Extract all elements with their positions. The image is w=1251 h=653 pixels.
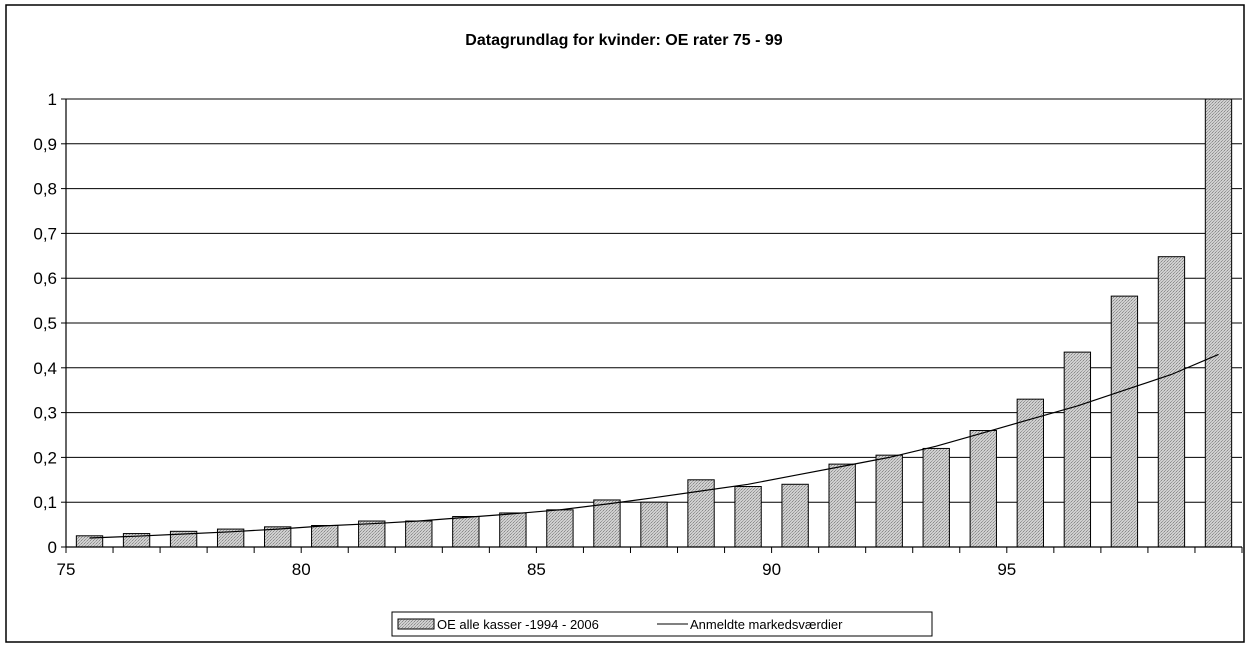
y-tick-label: 0,7 (33, 224, 57, 243)
x-tick-label: 95 (997, 560, 1016, 579)
line-series (89, 353, 1219, 539)
bar (781, 483, 809, 548)
bar (593, 499, 621, 548)
bar (1204, 98, 1233, 548)
x-tick-label: 75 (57, 560, 76, 579)
bar (311, 524, 339, 548)
bar (1110, 295, 1139, 548)
axes (65, 99, 1242, 548)
bar (640, 501, 668, 548)
legend: OE alle kasser -1994 - 2006 Anmeldte mar… (391, 611, 933, 637)
y-tick-label: 0,8 (33, 180, 57, 199)
bar (922, 447, 950, 548)
y-tick-label: 0,9 (33, 135, 57, 154)
bar (452, 516, 480, 548)
bar (405, 520, 433, 548)
x-tick-label: 85 (527, 560, 546, 579)
x-tick-label: 90 (762, 560, 781, 579)
y-axis-ticks: 0 0,1 0,2 0,3 0,4 0,5 0,6 0,7 0,8 0,9 1 (33, 90, 66, 557)
y-tick-label: 0 (48, 538, 57, 557)
y-tick-label: 1 (48, 90, 57, 109)
chart-title: Datagrundlag for kvinder: OE rater 75 - … (465, 32, 783, 49)
y-tick-label: 0,5 (33, 314, 57, 333)
legend-label-line: Anmeldte markedsværdier (690, 617, 843, 632)
bar (1157, 256, 1186, 548)
bar (875, 454, 903, 548)
grid-layer (66, 98, 1242, 503)
legend-swatch-bars (397, 618, 435, 630)
bar (358, 520, 386, 548)
bar-series (75, 98, 1233, 548)
trend-line (89, 353, 1219, 539)
x-tick-label: 80 (292, 560, 311, 579)
y-tick-label: 0,4 (33, 359, 57, 378)
bar (828, 463, 856, 548)
y-tick-label: 0,3 (33, 404, 57, 423)
bar (499, 512, 527, 548)
bar (734, 486, 762, 548)
legend-label-bars: OE alle kasser -1994 - 2006 (437, 617, 599, 632)
y-tick-label: 0,2 (33, 448, 57, 467)
bar (1063, 351, 1092, 548)
bar (969, 430, 997, 548)
y-tick-label: 0,6 (33, 269, 57, 288)
x-axis-ticks: 75 80 85 90 95 (57, 547, 1243, 579)
y-tick-label: 0,1 (33, 493, 57, 512)
bar (546, 509, 574, 548)
